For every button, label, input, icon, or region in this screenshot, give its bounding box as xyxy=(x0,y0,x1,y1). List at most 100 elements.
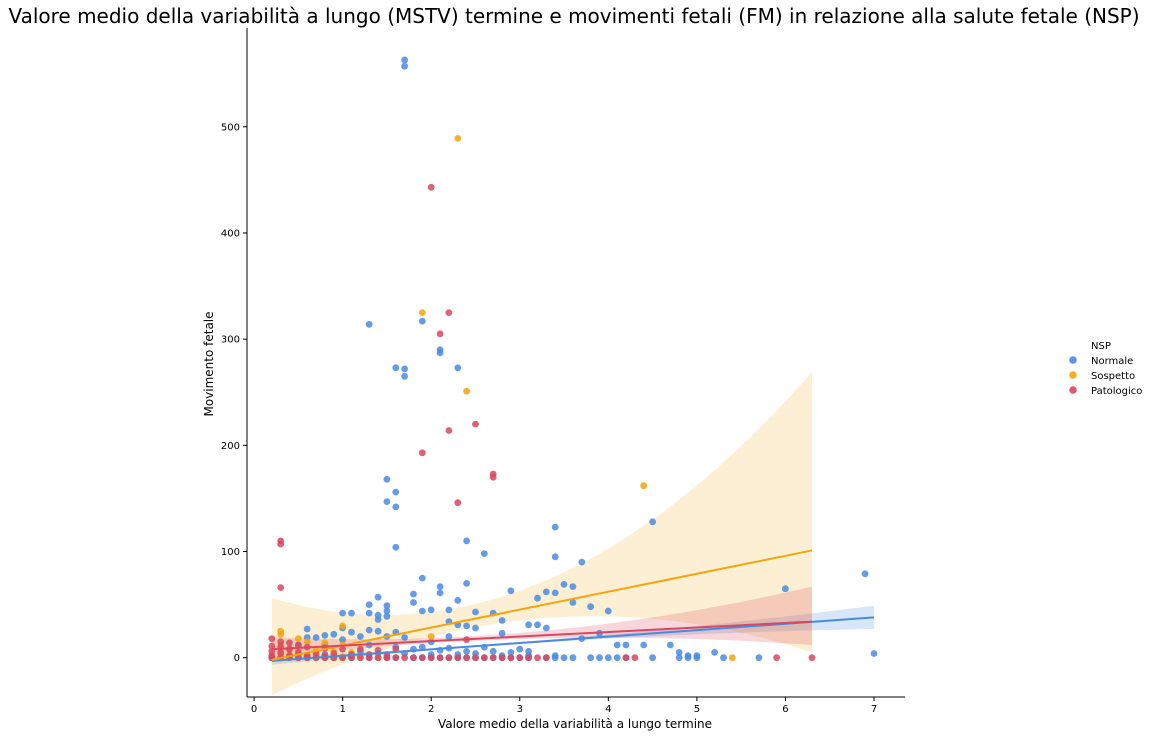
legend-label-patologico: Patologico xyxy=(1091,386,1142,397)
point-normale xyxy=(339,636,346,644)
point-patologico xyxy=(808,654,816,662)
point-patologico xyxy=(489,654,497,662)
point-normale xyxy=(569,599,577,606)
y-tick-label: 0 xyxy=(234,653,240,664)
regression-line-sospetto xyxy=(271,549,813,661)
data-points xyxy=(268,56,878,662)
point-patologico xyxy=(374,646,382,654)
point-normale xyxy=(365,601,373,608)
point-normale xyxy=(463,580,470,587)
point-sospetto xyxy=(728,654,736,662)
point-normale xyxy=(374,627,382,635)
point-normale xyxy=(348,628,355,636)
point-patologico xyxy=(427,654,435,662)
point-patologico xyxy=(542,654,550,662)
point-patologico xyxy=(436,330,444,338)
point-normale xyxy=(516,645,524,653)
point-normale xyxy=(454,364,462,372)
y-tick-label: 200 xyxy=(221,441,240,452)
point-patologico xyxy=(383,654,391,662)
point-normale xyxy=(534,594,541,602)
confidence-band-sospetto xyxy=(271,372,812,696)
point-patologico xyxy=(277,584,285,591)
point-normale xyxy=(622,641,630,649)
point-sospetto xyxy=(295,635,302,642)
x-tick-label: 7 xyxy=(871,704,877,715)
point-normale xyxy=(613,641,621,649)
point-normale xyxy=(507,587,515,595)
point-normale xyxy=(401,365,408,373)
point-patologico xyxy=(357,645,364,653)
point-normale xyxy=(507,649,515,656)
point-normale xyxy=(383,607,391,615)
point-sospetto xyxy=(640,482,648,490)
point-normale xyxy=(578,558,586,566)
point-patologico xyxy=(277,649,285,656)
point-normale xyxy=(560,654,568,662)
point-normale xyxy=(525,621,532,629)
point-sospetto xyxy=(339,622,346,630)
point-normale xyxy=(312,634,320,641)
point-normale xyxy=(463,647,470,655)
point-sospetto xyxy=(418,309,426,316)
point-patologico xyxy=(277,540,285,548)
point-normale xyxy=(675,654,683,662)
point-normale xyxy=(755,654,763,662)
point-normale xyxy=(445,633,453,640)
point-normale xyxy=(383,612,391,620)
point-normale xyxy=(498,629,506,637)
y-axis-label: Movimento fetale xyxy=(202,311,216,416)
point-normale xyxy=(365,609,373,617)
x-tick-label: 1 xyxy=(339,704,345,715)
point-normale xyxy=(560,581,568,588)
point-patologico xyxy=(374,654,382,662)
point-patologico xyxy=(445,427,453,434)
point-normale xyxy=(711,649,718,656)
point-patologico xyxy=(418,654,426,662)
point-normale xyxy=(401,372,408,380)
point-normale xyxy=(649,518,656,526)
point-patologico xyxy=(463,654,470,662)
point-normale xyxy=(392,503,400,511)
x-axis-label: Valore medio della variabilità a lungo t… xyxy=(438,717,712,731)
x-tick-label: 6 xyxy=(782,704,788,715)
point-patologico xyxy=(295,641,302,649)
point-patologico xyxy=(365,654,373,662)
point-normale xyxy=(498,617,506,624)
point-normale xyxy=(427,606,435,614)
point-patologico xyxy=(357,654,364,662)
point-patologico xyxy=(480,654,488,662)
point-normale xyxy=(675,649,683,656)
legend-label-normale: Normale xyxy=(1091,356,1133,367)
point-normale xyxy=(489,647,497,655)
point-patologico xyxy=(418,449,426,457)
point-patologico xyxy=(268,642,276,650)
point-normale xyxy=(436,349,444,357)
point-normale xyxy=(596,654,603,662)
point-normale xyxy=(374,616,382,623)
point-normale xyxy=(321,632,329,639)
point-normale xyxy=(303,625,311,633)
x-tick-label: 3 xyxy=(517,704,523,715)
point-patologico xyxy=(516,654,524,662)
point-patologico xyxy=(286,639,293,647)
point-patologico xyxy=(507,654,515,662)
point-normale xyxy=(551,654,559,662)
point-normale xyxy=(357,633,364,640)
point-normale xyxy=(445,606,453,614)
point-normale xyxy=(374,593,382,601)
regression-line-patologico xyxy=(271,620,813,651)
regression-lines xyxy=(271,549,875,662)
point-normale xyxy=(365,320,373,328)
legend-label-sospetto: Sospetto xyxy=(1091,371,1135,382)
chart-title: Valore medio della variabilità a lungo (… xyxy=(8,4,1139,28)
point-normale xyxy=(383,602,391,610)
point-patologico xyxy=(268,635,276,642)
point-normale xyxy=(339,609,346,617)
point-sospetto xyxy=(463,387,470,395)
legend-title: NSP xyxy=(1091,341,1111,352)
point-normale xyxy=(392,364,400,372)
point-normale xyxy=(720,654,727,662)
point-normale xyxy=(861,570,869,578)
point-patologico xyxy=(445,309,453,316)
